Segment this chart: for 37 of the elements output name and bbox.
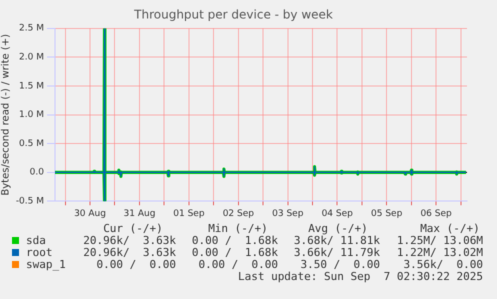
x-tick-label: 04 Sep <box>322 208 354 219</box>
text: 1.22M/ 13.02M <box>396 246 483 259</box>
y-tick-label: 0.0 <box>30 168 44 178</box>
text: 3.50 / 0.00 <box>300 258 380 271</box>
legend-label: root <box>26 246 52 259</box>
x-tick-label: 02 Sep <box>222 208 254 219</box>
y-tick-label: 2.0 M <box>19 52 44 63</box>
y-tick-label: -0.5 M <box>16 196 44 207</box>
text: 0.00 / 1.68k <box>192 234 278 247</box>
text: Min (-/+) <box>207 222 269 235</box>
y-tick-label: 1.5 M <box>19 81 44 92</box>
text: 0.00 / 0.00 <box>96 258 176 271</box>
legend-label: swap_1 <box>26 258 66 271</box>
y-tick-label: 0.5 M <box>19 138 44 149</box>
text: Max (-/+) <box>419 222 481 235</box>
x-tick-label: 06 Sep <box>420 208 452 219</box>
text: 0.00 / 1.68k <box>192 246 278 259</box>
text: 3.66k/ 11.79k <box>294 246 380 259</box>
legend-label: sda <box>26 234 46 247</box>
text: 0.00 / 0.00 <box>198 258 278 271</box>
text: 20.96k/ 3.63k <box>83 234 176 247</box>
text: 3.56k/ 0.00 <box>404 258 483 271</box>
x-tick-label: 30 Aug <box>74 208 106 219</box>
chart-title: Throughput per device - by week <box>133 7 333 22</box>
text: Last update: Sun Sep 7 02:30:22 2025 <box>238 270 483 283</box>
text: Cur (-/+) <box>102 222 164 235</box>
y-tick-label: 1.0 M <box>19 110 44 120</box>
x-tick-label: 05 Sep <box>371 208 403 219</box>
text: 1.25M/ 13.06M <box>396 234 483 247</box>
text: 20.96k/ 3.63k <box>83 246 176 259</box>
y-tick-label: 2.5 M <box>19 24 44 34</box>
x-tick-label: 01 Sep <box>173 208 205 219</box>
x-tick-label: 03 Sep <box>272 208 304 219</box>
y-axis-title: Bytes/second read (-) / write (+) <box>0 34 12 196</box>
text: 3.68k/ 11.81k <box>294 234 380 247</box>
text: Avg (-/+) <box>307 222 369 235</box>
x-tick-label: 31 Aug <box>124 208 156 219</box>
